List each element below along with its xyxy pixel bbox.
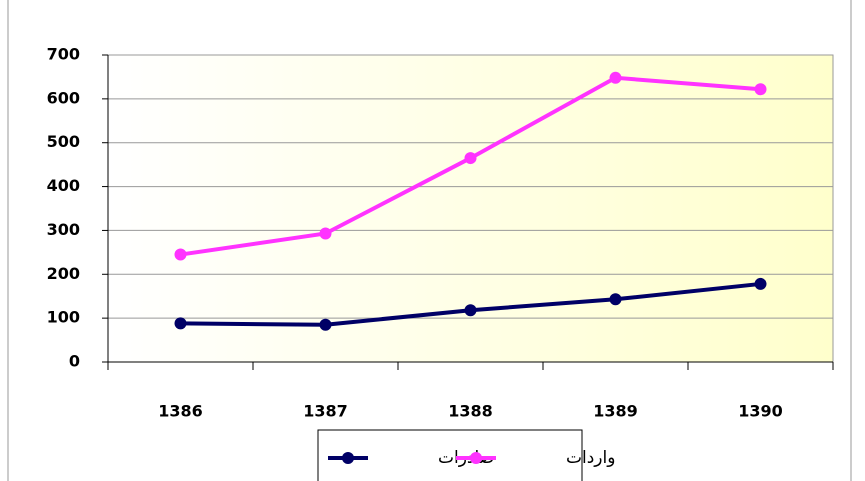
chart-frame [7, 0, 852, 481]
point [319, 227, 332, 240]
legend-marker [342, 452, 354, 464]
legend: صادرات واردات [317, 429, 615, 481]
x-tick-label: 1389 [593, 402, 638, 421]
x-tick-label: 1388 [448, 402, 493, 421]
point [754, 277, 767, 290]
legend-label: واردات [566, 448, 615, 468]
point [464, 152, 477, 165]
legend-box [317, 429, 583, 481]
point [609, 71, 622, 84]
y-tick-label: 500 [47, 132, 80, 151]
point [754, 83, 767, 96]
y-tick-label: 200 [47, 264, 80, 283]
point [174, 317, 187, 330]
x-tick-label: 1387 [303, 402, 348, 421]
x-tick-label: 1386 [158, 402, 203, 421]
point [174, 248, 187, 261]
y-tick-label: 400 [47, 176, 80, 195]
point [319, 318, 332, 331]
y-tick-label: 300 [47, 220, 80, 239]
point [609, 293, 622, 306]
legend-marker [470, 452, 482, 464]
y-tick-label: 0 [69, 352, 80, 371]
y-tick-label: 700 [47, 45, 80, 64]
point [464, 304, 477, 317]
y-tick-label: 100 [47, 308, 80, 327]
x-tick-label: 1390 [738, 402, 783, 421]
y-tick-label: 600 [47, 88, 80, 107]
